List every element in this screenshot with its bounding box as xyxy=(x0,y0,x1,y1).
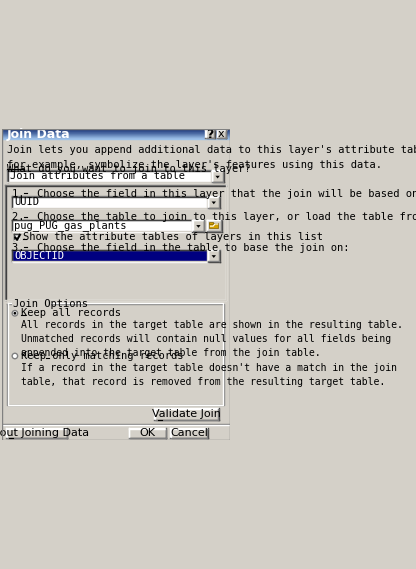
Bar xyxy=(216,130,226,138)
Text: UUID: UUID xyxy=(14,197,40,207)
Bar xyxy=(208,250,220,262)
Text: If a record in the target table doesn't have a match in the join
table, that rec: If a record in the target table doesn't … xyxy=(21,362,397,386)
Text: 1.  Choose the field in this layer that the join will be based on:: 1. Choose the field in this layer that t… xyxy=(12,189,416,199)
Text: Join attributes from a table: Join attributes from a table xyxy=(10,171,185,182)
Bar xyxy=(129,428,166,438)
Bar xyxy=(12,301,51,307)
Bar xyxy=(154,408,219,420)
Text: Keep only matching records: Keep only matching records xyxy=(21,351,183,361)
Bar xyxy=(5,185,226,300)
Bar xyxy=(212,170,224,182)
Text: OBJECTID: OBJECTID xyxy=(14,251,64,261)
Polygon shape xyxy=(215,176,220,179)
Circle shape xyxy=(12,353,17,358)
Circle shape xyxy=(12,311,17,316)
Text: pug_PUG_gas_plants: pug_PUG_gas_plants xyxy=(14,220,127,231)
Circle shape xyxy=(14,312,16,315)
Text: Cancel: Cancel xyxy=(170,428,208,438)
Polygon shape xyxy=(212,255,216,258)
Bar xyxy=(171,428,208,438)
Text: Show the attribute tables of layers in this list: Show the attribute tables of layers in t… xyxy=(22,232,322,242)
Text: Validate Join: Validate Join xyxy=(152,409,221,419)
Text: Join Options: Join Options xyxy=(13,299,88,309)
Text: Join lets you append additional data to this layer's attribute table so you can,: Join lets you append additional data to … xyxy=(7,145,416,170)
Text: OK: OK xyxy=(139,428,156,438)
Text: Join Data: Join Data xyxy=(6,127,70,141)
Polygon shape xyxy=(196,225,201,228)
Bar xyxy=(209,222,213,224)
Text: Keep all records: Keep all records xyxy=(21,308,121,318)
Bar xyxy=(209,224,218,228)
Polygon shape xyxy=(212,201,216,204)
Bar xyxy=(193,220,204,232)
Bar xyxy=(12,220,193,232)
Text: All records in the target table are shown in the resulting table.
Unmatched reco: All records in the target table are show… xyxy=(21,320,403,358)
Text: ?: ? xyxy=(206,127,214,141)
Bar xyxy=(7,170,212,182)
Text: x: x xyxy=(218,129,225,139)
Bar xyxy=(205,130,215,138)
Text: About Joining Data: About Joining Data xyxy=(0,428,89,438)
Bar xyxy=(208,196,220,208)
Bar xyxy=(12,196,208,208)
Bar xyxy=(12,250,208,262)
Bar xyxy=(6,428,67,438)
Text: 3.  Choose the field in the table to base the join on:: 3. Choose the field in the table to base… xyxy=(12,242,349,253)
Text: What do you want to join to this layer?: What do you want to join to this layer? xyxy=(7,164,251,174)
Bar xyxy=(207,220,222,232)
Bar xyxy=(14,234,20,240)
Text: 2.  Choose the table to join to this layer, or load the table from disk:: 2. Choose the table to join to this laye… xyxy=(12,212,416,222)
